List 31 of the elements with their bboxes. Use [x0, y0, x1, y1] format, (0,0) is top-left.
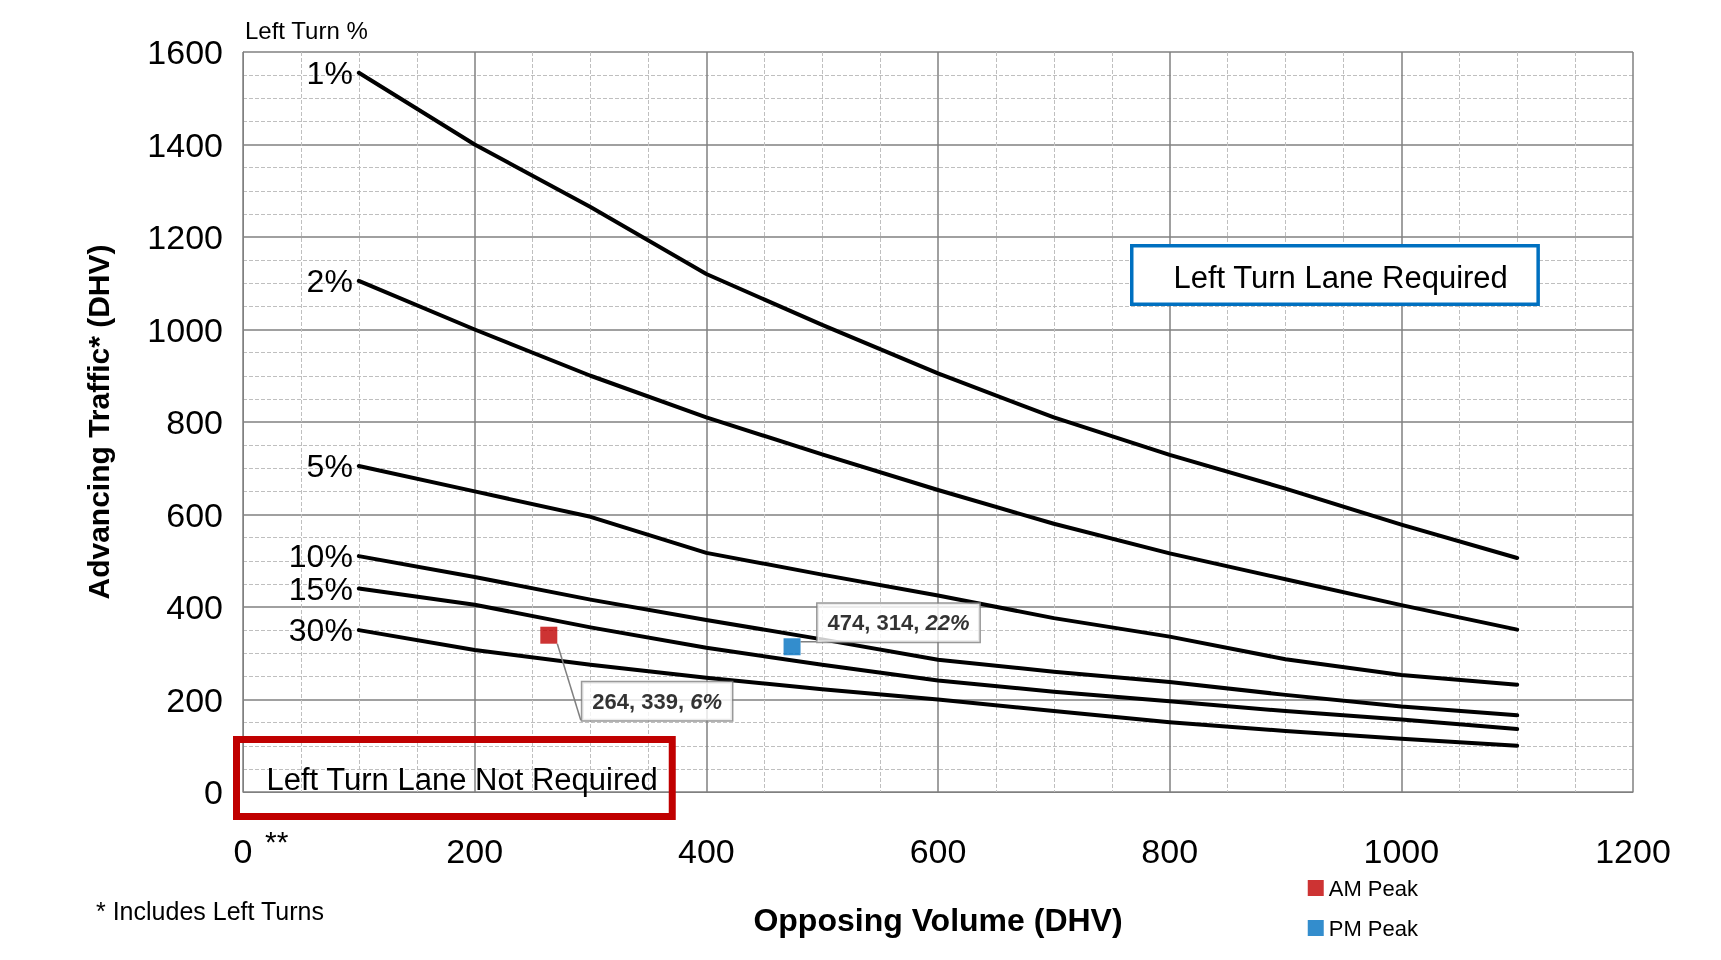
legend-label: PM Peak — [1328, 915, 1419, 941]
x-tick-label: 0 — [233, 832, 253, 870]
x-axis-title: Opposing Volume (DHV) — [753, 902, 1123, 938]
y-axis-title: Advancing Traffic* (DHV) — [81, 244, 115, 600]
annotation: Left Turn Lane Not Required — [266, 761, 658, 797]
y-tick-label: 1200 — [147, 218, 223, 256]
y-tick-label: 600 — [166, 495, 223, 534]
x-tick-label: 1200 — [1595, 832, 1671, 870]
text: * Includes Left Turns — [96, 896, 324, 925]
x-tick-label: 600 — [909, 832, 967, 870]
data-label: 474, 314, 22% — [827, 610, 970, 636]
annotation: Left Turn Lane Required — [1173, 259, 1508, 295]
x-tick-label: 200 — [446, 832, 504, 870]
series-label: 2% — [306, 262, 353, 299]
y-tick-label: 1400 — [147, 125, 223, 164]
series-label: 30% — [288, 612, 353, 649]
y-tick-label: 0 — [204, 773, 223, 811]
legend-label: AM Peak — [1328, 875, 1419, 901]
series-label: 5% — [306, 447, 353, 484]
y-tick-label: 1000 — [147, 310, 223, 349]
y-tick-label: 200 — [166, 680, 223, 719]
x-tick-label: 400 — [677, 832, 735, 870]
series-label: 1% — [306, 54, 353, 91]
text: ** — [265, 824, 289, 858]
data-label: 264, 339, 6% — [592, 688, 722, 714]
x-tick-label: 1000 — [1363, 832, 1440, 870]
x-tick-label: 800 — [1141, 832, 1199, 870]
y-tick-label: 400 — [166, 588, 223, 626]
y-tick-label: 800 — [166, 403, 223, 441]
y-tick-label: 1600 — [147, 33, 223, 71]
text: Left Turn % — [245, 16, 368, 44]
